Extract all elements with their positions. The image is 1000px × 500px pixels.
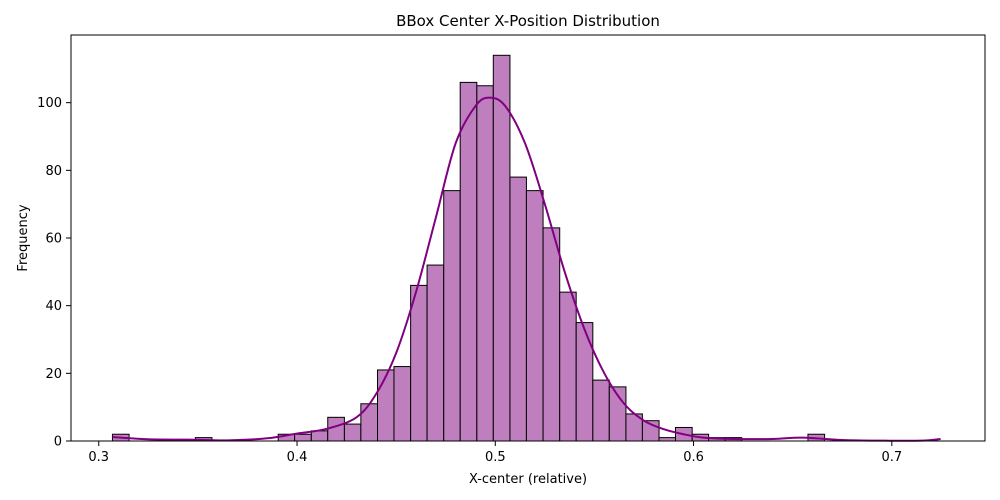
x-tick-label: 0.4 bbox=[287, 450, 308, 465]
histogram-bar bbox=[343, 423, 362, 442]
histogram-bar bbox=[393, 366, 412, 442]
x-axis-ticks: 0.3 0.4 0.5 0.6 0.7 bbox=[88, 441, 902, 465]
histogram-bar bbox=[426, 264, 445, 442]
histogram-bar bbox=[410, 284, 428, 442]
y-tick-label: 100 bbox=[37, 96, 62, 111]
x-tick-label: 0.5 bbox=[485, 450, 506, 465]
histogram-bar bbox=[377, 369, 395, 442]
kde-curve bbox=[112, 96, 941, 442]
histogram-bar bbox=[542, 227, 561, 442]
y-tick-label: 40 bbox=[45, 299, 62, 314]
bars-layer bbox=[111, 54, 826, 442]
x-tick-label: 0.3 bbox=[88, 450, 109, 465]
y-axis-ticks: 0 20 40 60 80 100 bbox=[37, 96, 71, 450]
x-tick-label: 0.6 bbox=[683, 450, 704, 465]
y-tick-label: 60 bbox=[45, 232, 62, 247]
y-tick-label: 80 bbox=[45, 164, 62, 179]
histogram-bar bbox=[525, 190, 544, 442]
histogram-bar bbox=[327, 416, 345, 442]
histogram-bar bbox=[310, 430, 329, 442]
histogram-bar bbox=[443, 190, 461, 442]
y-axis-label: Frequency bbox=[16, 204, 31, 271]
x-tick-label: 0.7 bbox=[881, 450, 902, 465]
histogram-bar bbox=[509, 176, 527, 442]
y-tick-label: 20 bbox=[45, 367, 62, 382]
histogram-bar bbox=[575, 322, 594, 442]
histogram-bar bbox=[559, 291, 577, 442]
histogram-bar bbox=[294, 433, 312, 442]
chart-title: BBox Center X-Position Distribution bbox=[396, 12, 660, 30]
histogram-bar bbox=[492, 54, 511, 442]
histogram-bar bbox=[459, 81, 478, 442]
histogram-bar bbox=[592, 379, 610, 442]
y-tick-label: 0 bbox=[54, 435, 62, 450]
histogram-bar bbox=[476, 85, 494, 442]
histogram-bar bbox=[658, 437, 677, 442]
histogram-bar bbox=[360, 403, 379, 442]
x-axis-label: X-center (relative) bbox=[469, 472, 587, 487]
